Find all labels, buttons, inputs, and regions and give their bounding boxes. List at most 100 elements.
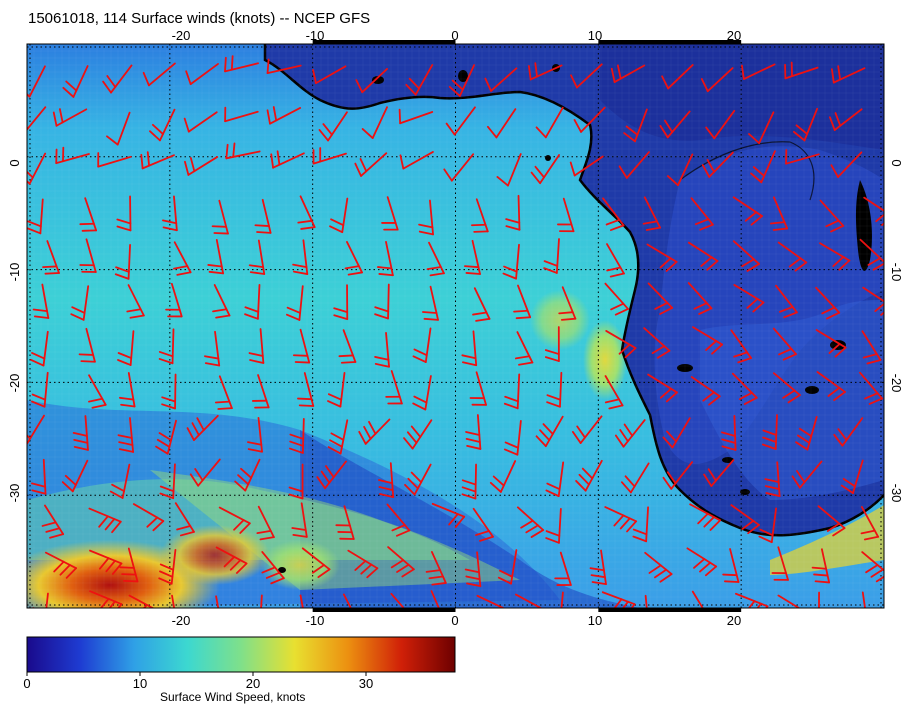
wind-barb xyxy=(620,462,650,494)
wind-barb xyxy=(32,283,50,319)
wind-barb xyxy=(772,372,801,404)
wind-barb xyxy=(165,282,183,318)
lat-tick-label: 0 xyxy=(7,159,22,166)
wind-barb xyxy=(329,197,349,234)
wind-barb xyxy=(418,199,434,236)
wind-barb xyxy=(378,462,395,498)
wind-barb xyxy=(734,592,769,608)
wind-barb xyxy=(516,506,545,538)
lon-tick-label: -20 xyxy=(172,28,191,43)
wind-barb xyxy=(215,546,248,574)
wind-barb xyxy=(646,243,678,272)
wind-barb xyxy=(344,241,363,276)
wind-barb xyxy=(687,241,719,271)
wind-barb xyxy=(89,549,123,575)
wind-barb xyxy=(117,417,135,453)
wind-barb xyxy=(815,329,847,358)
wind-barb xyxy=(689,590,712,608)
wind-barb xyxy=(149,108,176,142)
wind-barb xyxy=(214,375,233,410)
wind-barb xyxy=(212,284,231,319)
wind-barb xyxy=(184,156,219,176)
wind-barb xyxy=(859,238,884,271)
wind-barb xyxy=(687,282,713,315)
wind-barb xyxy=(571,415,603,444)
wind-field xyxy=(27,44,884,608)
wind-barb xyxy=(731,372,758,405)
wind-barb xyxy=(464,551,482,588)
wind-barb xyxy=(327,419,349,455)
lon-tick-label: 10 xyxy=(588,613,602,628)
wind-barb xyxy=(186,414,219,441)
wind-barb xyxy=(606,243,625,278)
wind-barb xyxy=(385,370,403,405)
wind-barb xyxy=(601,591,636,608)
wind-barb xyxy=(128,594,161,608)
wind-barb xyxy=(862,286,884,316)
wind-barb xyxy=(830,151,863,178)
wind-barb xyxy=(791,460,823,489)
wind-barb xyxy=(270,150,305,169)
wind-barb xyxy=(155,419,177,455)
wind-barb xyxy=(97,152,132,168)
wind-barb xyxy=(27,198,44,235)
wind-barb xyxy=(554,551,572,586)
wind-barb xyxy=(377,241,394,277)
wind-barb xyxy=(543,238,560,274)
wind-barb xyxy=(335,505,355,540)
wind-barb xyxy=(158,328,175,365)
wind-barb xyxy=(605,330,637,359)
lat-tick-label: -10 xyxy=(7,263,22,282)
wind-barb xyxy=(224,55,259,73)
wind-barb xyxy=(721,415,737,451)
wind-barb xyxy=(312,147,347,165)
wind-barb xyxy=(292,239,309,275)
lat-tick-label: -30 xyxy=(7,484,22,503)
wind-barb xyxy=(301,547,331,579)
colorbar: 0 10 20 30 xyxy=(23,636,456,691)
wind-barb xyxy=(558,591,564,608)
wind-barb xyxy=(505,194,521,231)
wind-barb xyxy=(27,414,45,446)
wind-barb xyxy=(405,64,434,96)
lat-tick-label: -20 xyxy=(889,374,904,393)
wind-barb xyxy=(318,111,348,142)
wind-barb xyxy=(692,326,724,355)
wind-barb xyxy=(404,463,432,496)
wind-barb xyxy=(546,371,563,408)
wind-barb xyxy=(614,419,646,448)
lon-tick-label: 20 xyxy=(727,613,741,628)
bottom-lon-labels: -20 -10 0 10 20 xyxy=(172,613,742,628)
wind-barb xyxy=(412,375,432,411)
wind-barb xyxy=(689,503,722,531)
wind-barb xyxy=(289,418,305,454)
wind-barb xyxy=(347,549,379,579)
wind-barb xyxy=(469,371,487,406)
wind-barb xyxy=(503,420,522,456)
wind-barb xyxy=(748,111,775,145)
wind-barb xyxy=(461,463,477,500)
wind-barb xyxy=(535,106,564,139)
wind-barb xyxy=(690,197,714,231)
lat-tick-label: -30 xyxy=(889,484,904,503)
wind-barb xyxy=(291,502,308,538)
wind-barb xyxy=(142,62,176,87)
wind-barb xyxy=(374,331,390,368)
wind-barb xyxy=(496,153,522,187)
wind-barb xyxy=(661,64,694,90)
wind-barb xyxy=(662,417,691,449)
wind-barb xyxy=(354,152,388,177)
wind-barb xyxy=(503,373,521,410)
wind-barb xyxy=(62,65,89,98)
wind-barb xyxy=(733,284,765,313)
wind-barb xyxy=(132,503,165,532)
wind-barb xyxy=(44,551,78,579)
wind-barb xyxy=(27,65,46,98)
wind-barb xyxy=(833,417,864,447)
lon-tick-label: -10 xyxy=(306,613,325,628)
wind-barb xyxy=(218,506,251,534)
lat-tick-label: -20 xyxy=(7,374,22,393)
top-lon-labels: -20 -10 0 10 20 xyxy=(172,28,742,43)
wind-barb xyxy=(703,459,735,487)
